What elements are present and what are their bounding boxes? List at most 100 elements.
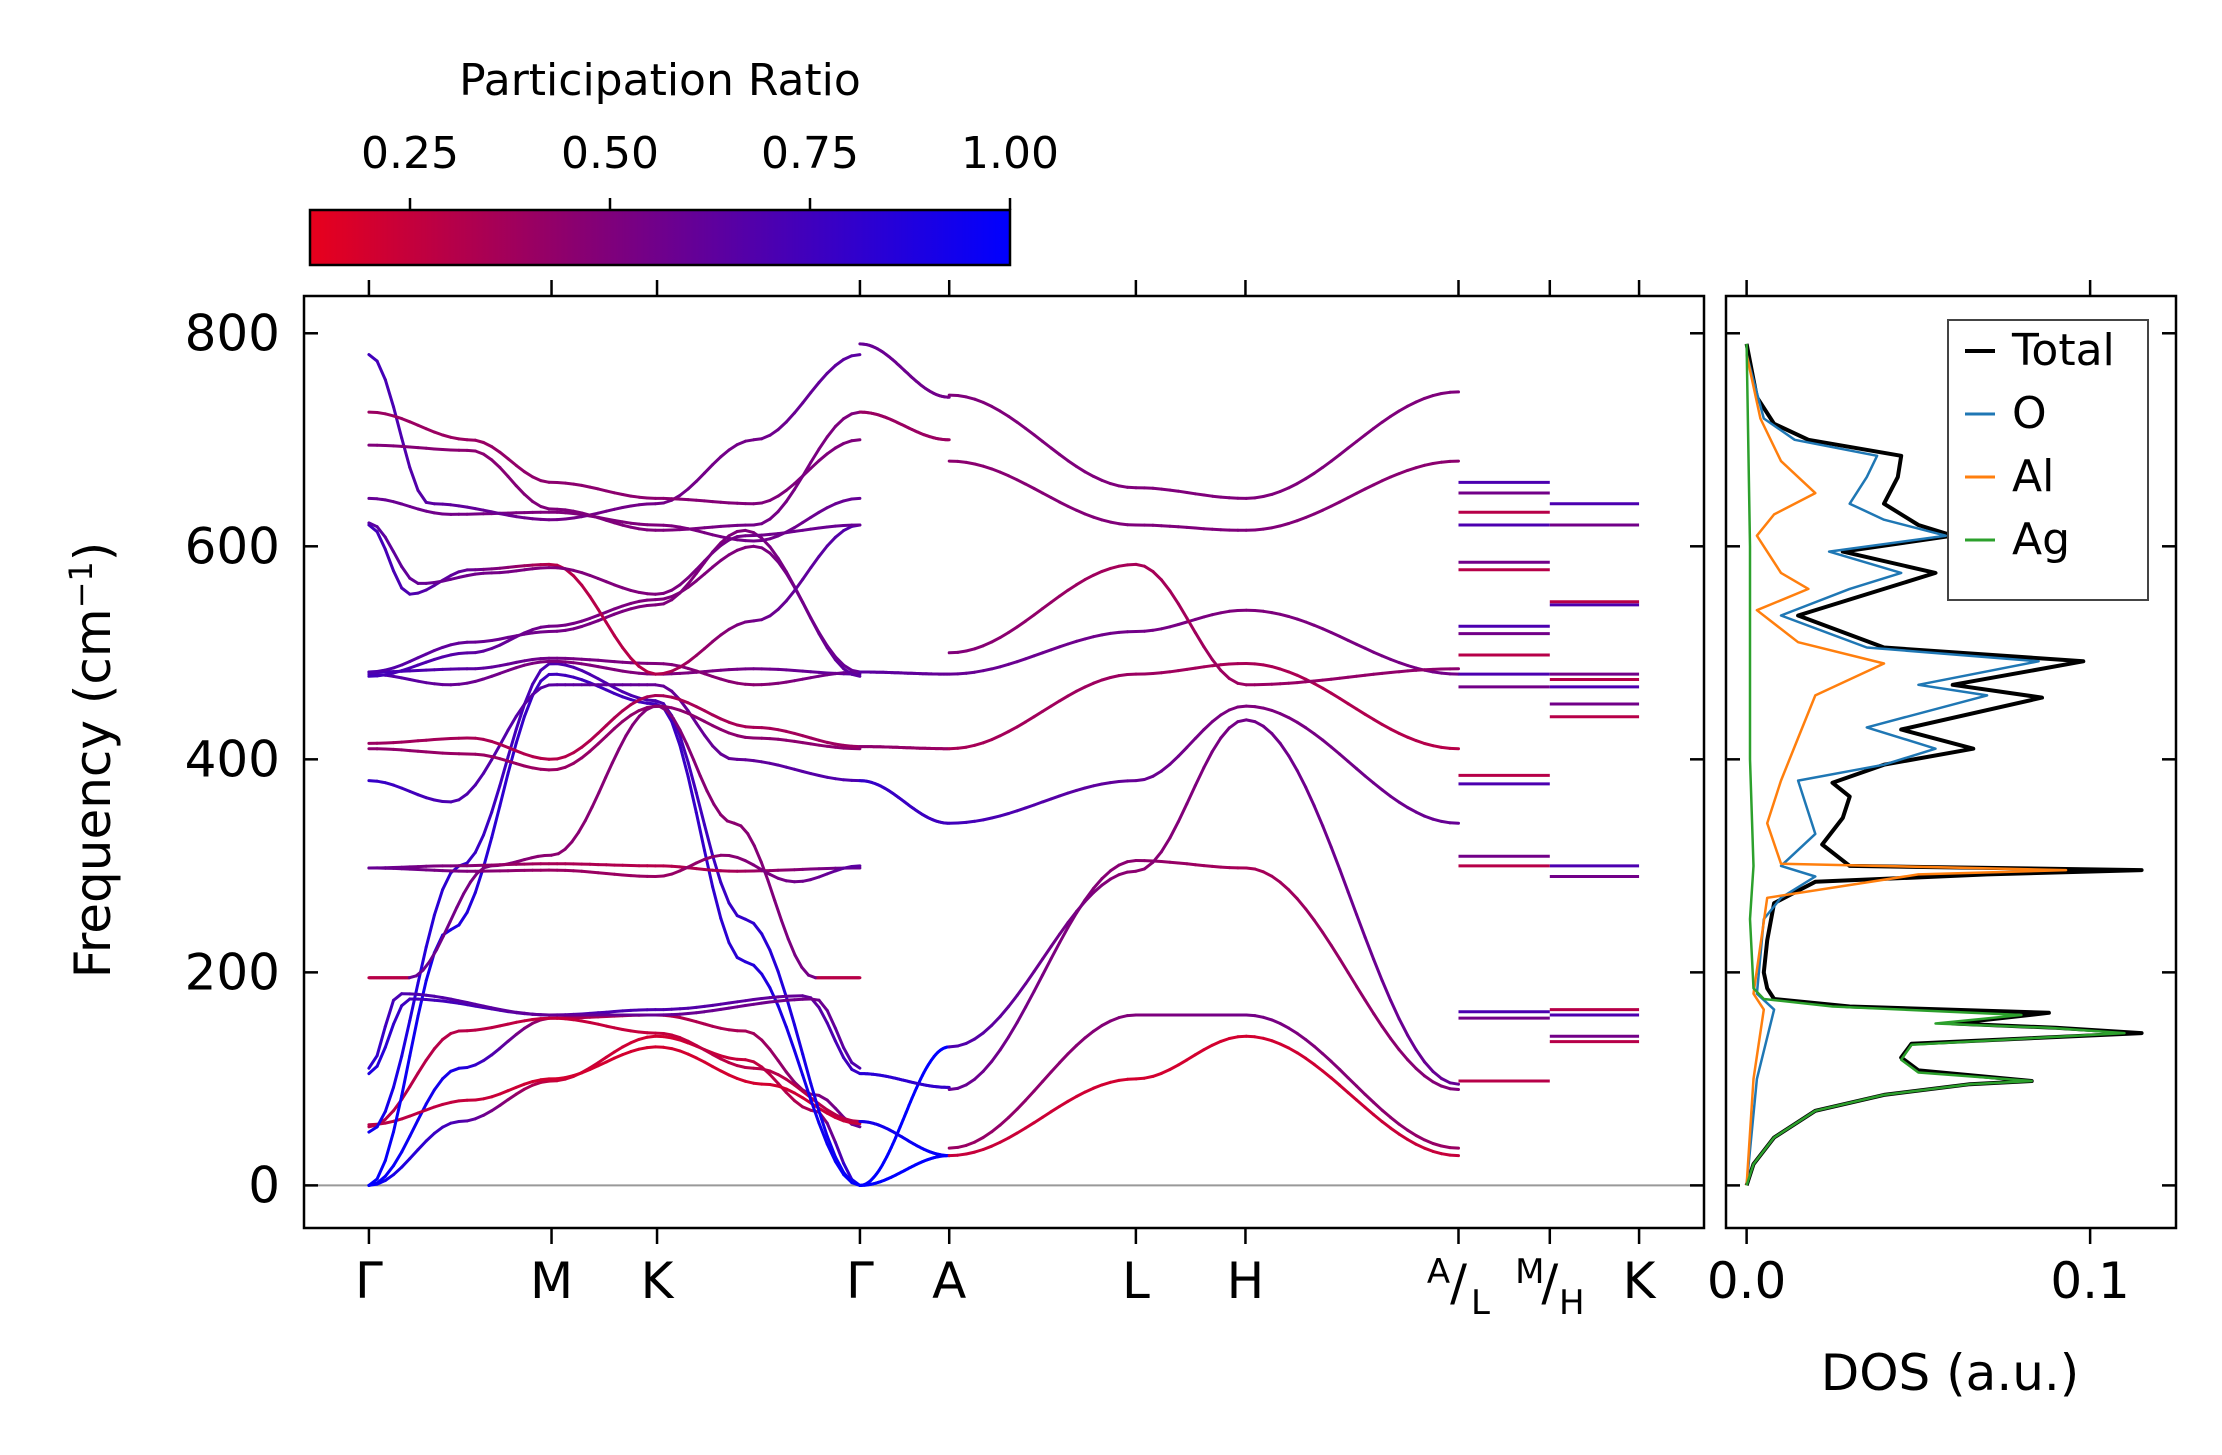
band-line-piece: [703, 823, 715, 857]
band-line-piece: [424, 913, 436, 949]
band-line-piece: [1329, 1059, 1342, 1071]
band-line-piece: [1032, 1080, 1045, 1093]
band-line-piece: [1278, 741, 1291, 758]
band-line-piece: [400, 1054, 412, 1098]
band-line-piece: [1066, 689, 1078, 698]
band-line-piece: [1210, 736, 1223, 753]
band-line-piece: [850, 1122, 862, 1129]
band-line-piece: [694, 559, 706, 572]
band-line-piece: [719, 553, 731, 562]
band-segment: [858, 670, 951, 676]
band-line-piece: [457, 792, 469, 802]
band-line-piece: [1058, 453, 1070, 463]
band-line-piece: [580, 739, 592, 749]
band-line-piece: [498, 639, 510, 647]
band-line-piece: [1083, 573, 1095, 582]
band-line-piece: [1287, 888, 1299, 901]
band-line-piece: [392, 1094, 404, 1134]
band-line-piece: [1083, 470, 1095, 478]
band-line-piece: [612, 709, 625, 720]
band-line-piece: [1193, 631, 1206, 649]
band-line-piece: [1159, 1068, 1172, 1075]
band-line-piece: [1007, 625, 1019, 634]
band-line-piece: [482, 1109, 494, 1117]
band-line-piece: [990, 1140, 1002, 1148]
band-line-piece: [408, 466, 420, 492]
band-line-piece: [784, 589, 796, 603]
band-line-piece: [1032, 1115, 1045, 1125]
dos-x-tick-label: 0.0: [1707, 1252, 1787, 1310]
band-line-piece: [432, 1038, 445, 1051]
band-line-piece: [441, 1069, 453, 1081]
band-line-piece: [752, 863, 764, 872]
band-y-ticks: 0 200 400 600 800: [185, 304, 1704, 1214]
band-line-piece: [408, 1118, 420, 1138]
band-line-piece: [1032, 957, 1045, 973]
band-line-piece: [1431, 1070, 1443, 1080]
band-line-piece: [678, 865, 690, 873]
band-line-piece: [1295, 673, 1308, 681]
band-line-piece: [1363, 935, 1376, 961]
band-line-piece: [665, 708, 675, 720]
band-line-piece: [964, 1140, 977, 1147]
band-line-piece: [482, 758, 494, 775]
y-tick-label: 200: [185, 943, 280, 1001]
band-line-piece: [678, 582, 690, 595]
band-segment: [367, 656, 862, 687]
band-line-piece: [531, 500, 543, 508]
band-line-piece: [1075, 578, 1087, 587]
band-line-piece: [1261, 724, 1274, 735]
band-line-piece: [776, 500, 788, 514]
dos-axes-frame: [1724, 294, 2178, 1230]
band-line-piece: [1015, 619, 1028, 629]
band-line-piece: [1041, 1070, 1053, 1083]
band-line-piece: [662, 598, 674, 606]
band-line-piece: [1049, 932, 1062, 948]
band-line-piece: [375, 1045, 387, 1068]
band-line-piece: [719, 752, 731, 760]
band-line-piece: [1041, 945, 1053, 961]
band-line-piece: [686, 568, 698, 580]
band-segment: [947, 459, 1460, 532]
band-segment: [947, 704, 1460, 825]
band-line-piece: [686, 579, 698, 589]
band-line-piece: [1109, 863, 1121, 873]
band-line-piece: [580, 749, 592, 760]
band-line-piece: [850, 1067, 862, 1076]
band-line-piece: [973, 1136, 985, 1144]
band-line-piece: [703, 1048, 715, 1056]
band-line-piece: [678, 728, 689, 746]
band-line-piece: [817, 1093, 829, 1102]
band-line-piece: [1024, 654, 1036, 661]
band-line-piece: [981, 738, 994, 745]
band-line-piece: [686, 701, 698, 709]
dos-x-tick-label: 0.1: [2050, 1252, 2130, 1310]
band-line-piece: [400, 436, 412, 469]
band-line-piece: [768, 872, 780, 880]
band-line-piece: [719, 448, 731, 459]
colorbar-label: Participation Ratio: [459, 55, 861, 106]
band-line-piece: [1363, 483, 1376, 491]
band-line-piece: [1049, 645, 1062, 652]
band-line-piece: [809, 1098, 821, 1125]
band-line-piece: [621, 713, 633, 723]
band-line-piece: [1100, 478, 1112, 486]
band-line-piece: [1363, 426, 1376, 437]
band-line-piece: [1406, 1033, 1418, 1052]
band-line-piece: [686, 572, 698, 586]
band-line-piece: [776, 488, 788, 498]
band-line-piece: [1278, 880, 1291, 892]
band-line-piece: [833, 417, 846, 428]
band-line-piece: [800, 965, 810, 977]
band-line-piece: [1193, 1048, 1206, 1057]
dos-line-total: [1744, 343, 2144, 1187]
band-line-piece: [570, 830, 581, 844]
band-line-piece: [711, 559, 723, 569]
band-line-piece: [1058, 694, 1070, 703]
band-line-piece: [1304, 907, 1316, 922]
band-line-piece: [1185, 616, 1197, 635]
band-line-piece: [1389, 657, 1401, 665]
band-line-piece: [990, 636, 1002, 644]
band-line-piece: [498, 728, 510, 747]
band-line-piece: [1304, 726, 1316, 736]
